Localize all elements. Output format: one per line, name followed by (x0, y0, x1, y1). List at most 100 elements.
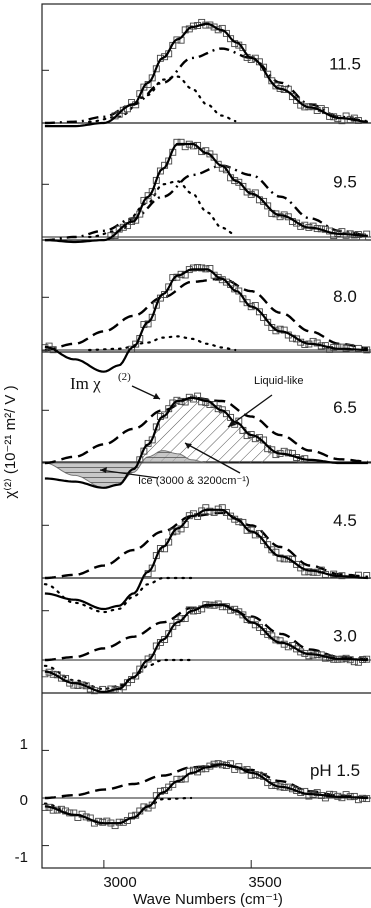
liquid-component-curve (44, 164, 368, 242)
data-point (280, 326, 288, 334)
fit-curve (44, 142, 368, 244)
data-point (57, 674, 65, 682)
data-point (210, 401, 218, 409)
data-point (148, 74, 156, 82)
data-point (161, 411, 169, 419)
data-point (235, 178, 243, 186)
panels-layer: 11.5 9.5 8.0 6.5 4.5 3.0 pH 1.5 (41, 18, 371, 868)
data-point (243, 188, 251, 196)
data-point (177, 138, 185, 146)
ice-component-curve (88, 335, 237, 352)
liquid-like-arrowhead (228, 420, 236, 427)
panel-label: 8.0 (333, 287, 357, 306)
data-point (156, 167, 164, 175)
data-point (305, 652, 313, 660)
panel-label: 4.5 (333, 511, 357, 530)
data-point (206, 507, 214, 515)
data-point (243, 616, 251, 624)
data-point (119, 106, 127, 114)
y-tick-minus-1: -1 (15, 849, 28, 866)
x-axis-title: Wave Numbers (cm⁻¹) (133, 891, 283, 908)
data-point (148, 188, 156, 196)
y-tick-1: 1 (20, 736, 28, 753)
data-point (119, 223, 127, 231)
data-point (214, 405, 222, 413)
data-point (243, 299, 251, 307)
data-point (115, 225, 123, 233)
panel-2: 8.0 (41, 264, 371, 373)
data-point (309, 222, 317, 230)
data-point (132, 672, 140, 680)
liquid-component-curve (44, 277, 368, 352)
data-point (115, 110, 123, 118)
liquid-component-curve (44, 47, 368, 125)
data-point (222, 410, 230, 418)
x-tick-3500: 3500 (248, 874, 281, 891)
data-point (255, 308, 263, 316)
panel-3: 6.5 (42, 392, 371, 489)
data-point (276, 554, 284, 562)
data-point (128, 345, 136, 353)
panel-5: 3.0 (41, 600, 371, 695)
data-point (165, 630, 173, 638)
data-point (326, 790, 334, 798)
plot-frame (41, 3, 371, 869)
data-point (132, 340, 140, 348)
panel-4: 4.5 (42, 504, 371, 614)
data-point (156, 545, 164, 552)
data-point (144, 439, 152, 447)
data-point (169, 780, 177, 788)
data-point (288, 93, 296, 101)
liquid-like-area (142, 397, 272, 463)
panel-1: 9.5 (42, 138, 371, 244)
data-point (239, 611, 247, 619)
data-point (260, 537, 268, 545)
ice-arrow-1 (99, 469, 159, 479)
im-chi-label: Im χ (70, 374, 101, 393)
data-point (119, 683, 127, 691)
liquid-like-label: Liquid-like (254, 375, 304, 387)
data-point (70, 809, 78, 817)
data-point (363, 230, 371, 238)
data-point (255, 771, 263, 779)
data-point (198, 264, 206, 272)
data-point (222, 278, 230, 286)
ice-component-curve (43, 576, 193, 614)
panel-label: 9.5 (333, 173, 357, 192)
data-point (338, 343, 346, 351)
fit-curve (44, 22, 368, 128)
data-point (309, 568, 317, 576)
ice-component-curve (43, 658, 193, 691)
data-point (268, 546, 276, 554)
panel-label: 11.5 (329, 55, 361, 74)
data-point (222, 29, 230, 37)
data-point (111, 112, 119, 120)
y-tick-0: 0 (20, 792, 28, 809)
data-point (334, 343, 342, 351)
ice-label: Ice (3000 & 3200cm⁻¹) (138, 475, 250, 487)
data-point (350, 114, 358, 122)
liquid-like-annotation: Liquid-like (227, 375, 304, 428)
data-point (144, 192, 152, 200)
im-chi-annotation: Im χ (2) (70, 371, 161, 400)
data-point (214, 273, 222, 281)
data-point (132, 216, 140, 224)
fit-curve (44, 268, 368, 373)
ice-annotation: Ice (3000 & 3200cm⁻¹) (99, 442, 250, 487)
panel-label: 6.5 (333, 398, 357, 417)
data-point (227, 413, 235, 421)
data-point (268, 446, 276, 454)
data-point (70, 681, 78, 689)
data-point (140, 659, 148, 667)
liquid-like-arrow (227, 394, 273, 428)
fit-curve (44, 763, 368, 825)
panel-6: pH 1.5 (41, 749, 371, 847)
data-point (214, 160, 222, 168)
fit-curve (44, 603, 368, 694)
data-point (264, 202, 272, 210)
data-point (272, 82, 280, 90)
data-point (284, 449, 292, 457)
data-point (173, 36, 181, 44)
data-point (222, 166, 230, 174)
